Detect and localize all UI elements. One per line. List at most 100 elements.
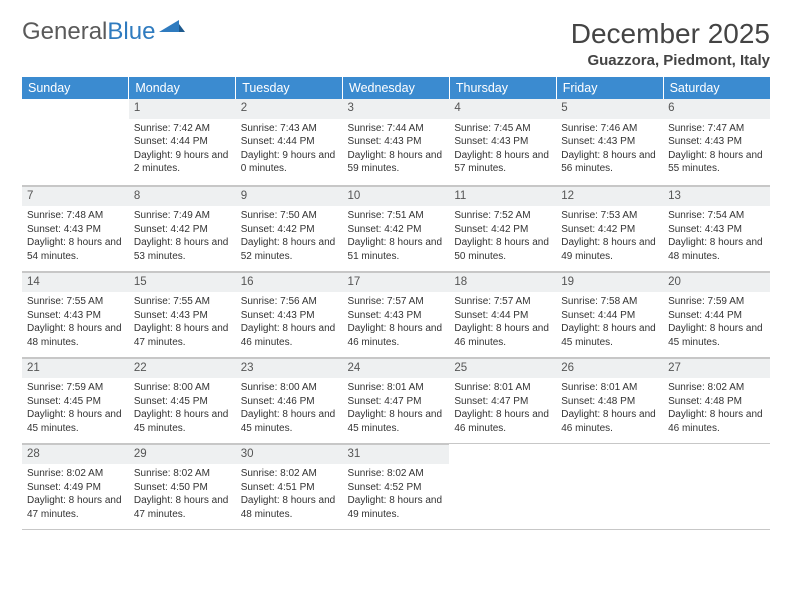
calendar-cell: 7 Sunrise: 7:48 AMSunset: 4:43 PMDaylight… <box>22 185 129 271</box>
daylight-text: Daylight: 8 hours and 45 minutes. <box>668 322 765 349</box>
day-number: 1 <box>129 99 236 119</box>
daylight-text: Daylight: 8 hours and 46 minutes. <box>668 408 765 435</box>
weekday-header: Monday <box>129 77 236 99</box>
calendar-row: 21Sunrise: 7:59 AMSunset: 4:45 PMDayligh… <box>22 357 770 443</box>
daylight-text: Daylight: 8 hours and 49 minutes. <box>561 236 658 263</box>
day-number: 23 <box>236 358 343 379</box>
sunset-text: Sunset: 4:49 PM <box>27 481 124 495</box>
sunset-text: Sunset: 4:47 PM <box>348 395 445 409</box>
sunset-text: Sunset: 4:44 PM <box>454 309 551 323</box>
daylight-text: Daylight: 8 hours and 46 minutes. <box>348 322 445 349</box>
calendar-cell: 20Sunrise: 7:59 AMSunset: 4:44 PMDayligh… <box>663 271 770 357</box>
daylight-text: Daylight: 8 hours and 46 minutes. <box>454 322 551 349</box>
day-number: 28 <box>22 444 129 465</box>
daylight-text: Daylight: 8 hours and 54 minutes. <box>27 236 124 263</box>
sunrise-text: Sunrise: 7:56 AM <box>241 295 338 309</box>
sunset-text: Sunset: 4:43 PM <box>241 309 338 323</box>
sunset-text: Sunset: 4:42 PM <box>241 223 338 237</box>
calendar-cell: 6Sunrise: 7:47 AMSunset: 4:43 PMDaylight… <box>663 99 770 185</box>
sunrise-text: Sunrise: 7:48 AM <box>27 209 124 223</box>
day-number: 25 <box>449 358 556 379</box>
sunset-text: Sunset: 4:43 PM <box>348 135 445 149</box>
day-number: 27 <box>663 358 770 379</box>
calendar-cell: 24Sunrise: 8:01 AMSunset: 4:47 PMDayligh… <box>343 357 450 443</box>
day-number: 14 <box>22 272 129 293</box>
calendar-table: Sunday Monday Tuesday Wednesday Thursday… <box>22 77 770 530</box>
sunset-text: Sunset: 4:43 PM <box>668 223 765 237</box>
daylight-text: Daylight: 8 hours and 53 minutes. <box>134 236 231 263</box>
brand-logo: GeneralBlue <box>22 18 185 46</box>
daylight-text: Daylight: 8 hours and 45 minutes. <box>561 322 658 349</box>
header: GeneralBlue December 2025 Guazzora, Pied… <box>22 18 770 69</box>
sunrise-text: Sunrise: 8:00 AM <box>134 381 231 395</box>
sunrise-text: Sunrise: 7:57 AM <box>454 295 551 309</box>
calendar-cell: 28 Sunrise: 8:02 AMSunset: 4:49 PMDayligh… <box>22 443 129 529</box>
sunrise-text: Sunrise: 8:02 AM <box>27 467 124 481</box>
daylight-text: Daylight: 8 hours and 45 minutes. <box>348 408 445 435</box>
calendar-cell: 15Sunrise: 7:55 AMSunset: 4:43 PMDayligh… <box>129 271 236 357</box>
sunrise-text: Sunrise: 7:53 AM <box>561 209 658 223</box>
daylight-text: Daylight: 8 hours and 48 minutes. <box>668 236 765 263</box>
calendar-cell: 27Sunrise: 8:02 AMSunset: 4:48 PMDayligh… <box>663 357 770 443</box>
title-block: December 2025 Guazzora, Piedmont, Italy <box>571 18 770 69</box>
daylight-text: Daylight: 8 hours and 56 minutes. <box>561 149 658 176</box>
daylight-text: Daylight: 9 hours and 2 minutes. <box>134 149 231 176</box>
calendar-cell: 8Sunrise: 7:49 AMSunset: 4:42 PMDaylight… <box>129 185 236 271</box>
calendar-body: 1Sunrise: 7:42 AMSunset: 4:44 PMDaylight… <box>22 99 770 529</box>
day-number: 20 <box>663 272 770 293</box>
sunrise-text: Sunrise: 7:52 AM <box>454 209 551 223</box>
day-number: 29 <box>129 444 236 465</box>
day-number: 10 <box>343 186 450 207</box>
day-number: 7 <box>22 186 129 207</box>
sunrise-text: Sunrise: 7:55 AM <box>27 295 124 309</box>
calendar-row: 7Sunrise: 7:48 AMSunset: 4:43 PMDaylight… <box>22 185 770 271</box>
sunset-text: Sunset: 4:44 PM <box>668 309 765 323</box>
weekday-header: Wednesday <box>343 77 450 99</box>
calendar-cell: 1Sunrise: 7:42 AMSunset: 4:44 PMDaylight… <box>129 99 236 185</box>
sunrise-text: Sunrise: 7:43 AM <box>241 122 338 136</box>
calendar-cell: 21Sunrise: 7:59 AMSunset: 4:45 PMDayligh… <box>22 357 129 443</box>
daylight-text: Daylight: 8 hours and 45 minutes. <box>27 408 124 435</box>
calendar-cell: 10Sunrise: 7:51 AMSunset: 4:42 PMDayligh… <box>343 185 450 271</box>
weekday-header: Tuesday <box>236 77 343 99</box>
day-number: 17 <box>343 272 450 293</box>
sunrise-text: Sunrise: 8:01 AM <box>561 381 658 395</box>
sunset-text: Sunset: 4:44 PM <box>561 309 658 323</box>
daylight-text: Daylight: 8 hours and 47 minutes. <box>134 494 231 521</box>
daylight-text: Daylight: 8 hours and 49 minutes. <box>348 494 445 521</box>
sunset-text: Sunset: 4:52 PM <box>348 481 445 495</box>
sunrise-text: Sunrise: 7:50 AM <box>241 209 338 223</box>
daylight-text: Daylight: 8 hours and 57 minutes. <box>454 149 551 176</box>
day-number: 31 <box>343 444 450 465</box>
sunset-text: Sunset: 4:51 PM <box>241 481 338 495</box>
calendar-cell: 30Sunrise: 8:02 AMSunset: 4:51 PMDayligh… <box>236 443 343 529</box>
daylight-text: Daylight: 8 hours and 47 minutes. <box>27 494 124 521</box>
page-title: December 2025 <box>571 18 770 50</box>
calendar-cell <box>22 99 129 185</box>
calendar-cell: 5Sunrise: 7:46 AMSunset: 4:43 PMDaylight… <box>556 99 663 185</box>
sunrise-text: Sunrise: 8:02 AM <box>668 381 765 395</box>
logo-triangle-icon <box>159 15 185 43</box>
weekday-header: Thursday <box>449 77 556 99</box>
daylight-text: Daylight: 8 hours and 47 minutes. <box>134 322 231 349</box>
logo-text-blue: Blue <box>107 18 155 46</box>
sunset-text: Sunset: 4:43 PM <box>27 223 124 237</box>
sunrise-text: Sunrise: 7:54 AM <box>668 209 765 223</box>
weekday-header: Friday <box>556 77 663 99</box>
calendar-row: 14Sunrise: 7:55 AMSunset: 4:43 PMDayligh… <box>22 271 770 357</box>
weekday-header: Sunday <box>22 77 129 99</box>
sunset-text: Sunset: 4:45 PM <box>134 395 231 409</box>
sunset-text: Sunset: 4:43 PM <box>134 309 231 323</box>
day-number: 18 <box>449 272 556 293</box>
sunset-text: Sunset: 4:42 PM <box>561 223 658 237</box>
calendar-cell: 3Sunrise: 7:44 AMSunset: 4:43 PMDaylight… <box>343 99 450 185</box>
sunrise-text: Sunrise: 8:01 AM <box>348 381 445 395</box>
day-number: 6 <box>663 99 770 119</box>
sunset-text: Sunset: 4:50 PM <box>134 481 231 495</box>
sunrise-text: Sunrise: 7:46 AM <box>561 122 658 136</box>
weekday-header: Saturday <box>663 77 770 99</box>
day-number: 11 <box>449 186 556 207</box>
daylight-text: Daylight: 8 hours and 48 minutes. <box>27 322 124 349</box>
sunrise-text: Sunrise: 7:58 AM <box>561 295 658 309</box>
day-number: 30 <box>236 444 343 465</box>
